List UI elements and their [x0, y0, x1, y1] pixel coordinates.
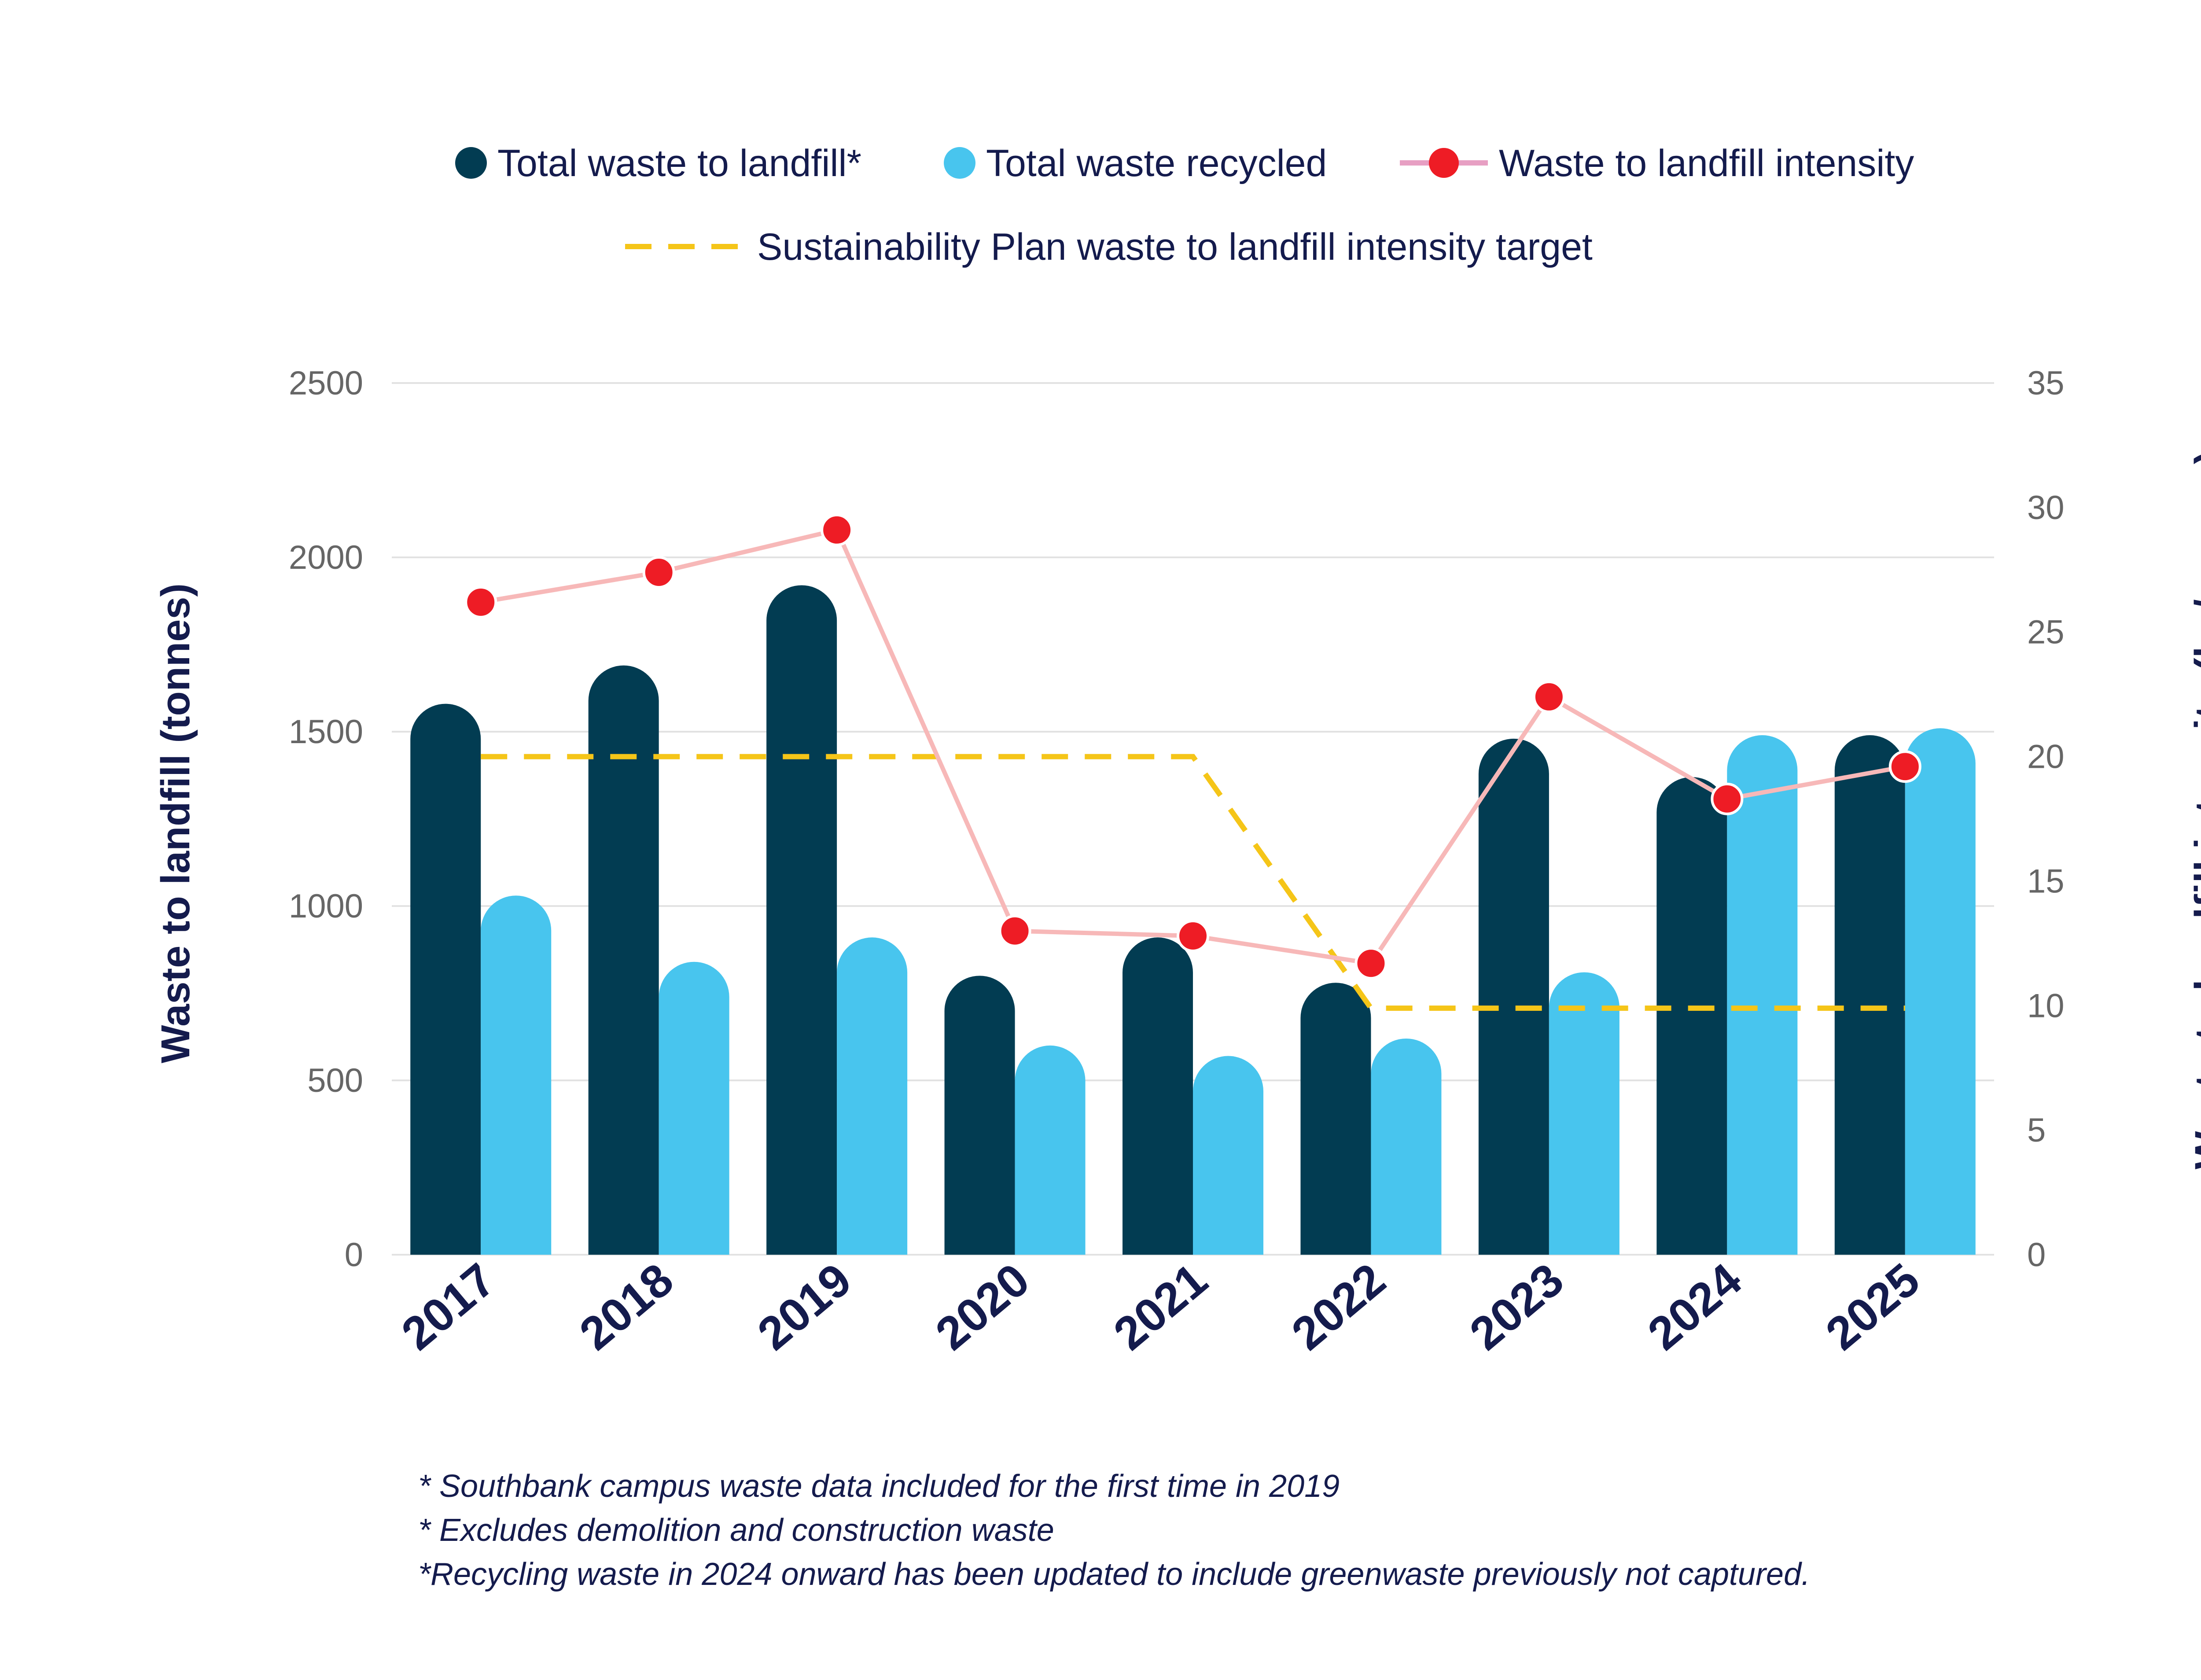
right-tick-label: 0 — [2027, 1236, 2046, 1274]
bar-landfill-2017 — [410, 704, 481, 1255]
bar-recycled-2017 — [481, 895, 552, 1255]
bar-landfill-2022 — [1300, 983, 1371, 1255]
category-label-2022: 2022 — [1282, 1253, 1395, 1360]
right-tick-label: 30 — [2027, 489, 2065, 527]
bar-landfill-2018 — [588, 665, 659, 1255]
legend-intensity-label: Waste to landfill intensity — [1499, 142, 1914, 184]
legend-intensity-marker — [1429, 148, 1459, 178]
intensity-point-2024 — [1711, 782, 1744, 815]
category-label-2020: 2020 — [926, 1253, 1039, 1360]
bar-recycled-2019 — [837, 937, 908, 1255]
left-tick-label: 2000 — [289, 539, 363, 576]
right-tick-label: 5 — [2027, 1112, 2046, 1149]
category-label-2024: 2024 — [1638, 1253, 1752, 1360]
category-label-2018: 2018 — [570, 1253, 683, 1360]
target-polyline — [481, 754, 1905, 1011]
category-label-2025: 2025 — [1816, 1253, 1929, 1360]
right-tick-label: 25 — [2027, 614, 2065, 651]
left-axis-title: Waste to landfill (tonnes) — [153, 583, 198, 1063]
bar-recycled-2023 — [1549, 972, 1619, 1255]
footnote-1: * Southbank campus waste data included f… — [418, 1469, 1340, 1504]
intensity-point-2020 — [998, 914, 1031, 947]
footnote-2: * Excludes demolition and construction w… — [418, 1513, 1054, 1548]
category-label-2017: 2017 — [392, 1253, 505, 1360]
bar-recycled-2025 — [1905, 728, 1976, 1255]
bar-landfill-2024 — [1656, 777, 1727, 1255]
category-label-2019: 2019 — [748, 1253, 861, 1360]
legend-landfill-swatch — [455, 147, 487, 179]
category-label-2023: 2023 — [1460, 1253, 1573, 1360]
intensity-point-2018 — [642, 556, 675, 589]
legend-target-label: Sustainability Plan waste to landfill in… — [757, 226, 1593, 268]
bar-landfill-2021 — [1123, 937, 1193, 1255]
footnote-3: *Recycling waste in 2024 onward has been… — [418, 1557, 1810, 1592]
bar-recycled-2021 — [1193, 1056, 1263, 1255]
right-tick-label: 15 — [2027, 862, 2065, 900]
left-tick-label: 1000 — [289, 888, 363, 925]
intensity-point-2019 — [821, 513, 854, 546]
intensity-point-2022 — [1354, 947, 1388, 980]
footnotes: * Southbank campus waste data included f… — [418, 1469, 1810, 1592]
intensity-point-2021 — [1177, 919, 1209, 952]
bar-landfill-2019 — [766, 585, 837, 1255]
bar-recycled-2022 — [1371, 1038, 1442, 1255]
intensity-line — [464, 513, 1921, 980]
legend-recycled-label: Total waste recycled — [986, 142, 1327, 184]
bar-landfill-2020 — [944, 976, 1015, 1255]
legend-landfill-label: Total waste to landfill* — [497, 142, 861, 184]
category-label-2021: 2021 — [1104, 1253, 1217, 1360]
left-tick-label: 500 — [307, 1062, 363, 1099]
legend-recycled-swatch — [944, 147, 975, 179]
left-axis-ticks: 0 500 1000 1500 2000 2500 — [289, 365, 363, 1274]
target-line — [481, 754, 1905, 1011]
bar-recycled-2020 — [1015, 1045, 1086, 1255]
bar-recycled-2018 — [659, 962, 729, 1255]
right-axis-title: Waste to landfill intensity (kg/person) — [2187, 451, 2201, 1169]
bar-landfill-2023 — [1478, 738, 1549, 1255]
right-axis-ticks: 0 5 10 15 20 25 30 35 — [2027, 365, 2065, 1274]
right-tick-label: 20 — [2027, 738, 2065, 776]
intensity-point-2025 — [1888, 750, 1921, 783]
intensity-point-2017 — [464, 586, 497, 619]
bar-recycled-2024 — [1727, 735, 1798, 1255]
left-tick-label: 1500 — [289, 713, 363, 751]
bars — [410, 585, 1976, 1255]
legend: Total waste to landfill* Total waste rec… — [455, 142, 1914, 268]
right-tick-label: 35 — [2027, 365, 2065, 402]
left-tick-label: 0 — [345, 1236, 363, 1274]
bar-landfill-2025 — [1834, 735, 1905, 1255]
right-tick-label: 10 — [2027, 987, 2065, 1024]
category-labels: 2017 2018 2019 2020 2021 2022 2023 2024 2025 — [392, 1253, 1929, 1360]
left-tick-label: 2500 — [289, 365, 363, 402]
intensity-point-2023 — [1532, 680, 1565, 713]
